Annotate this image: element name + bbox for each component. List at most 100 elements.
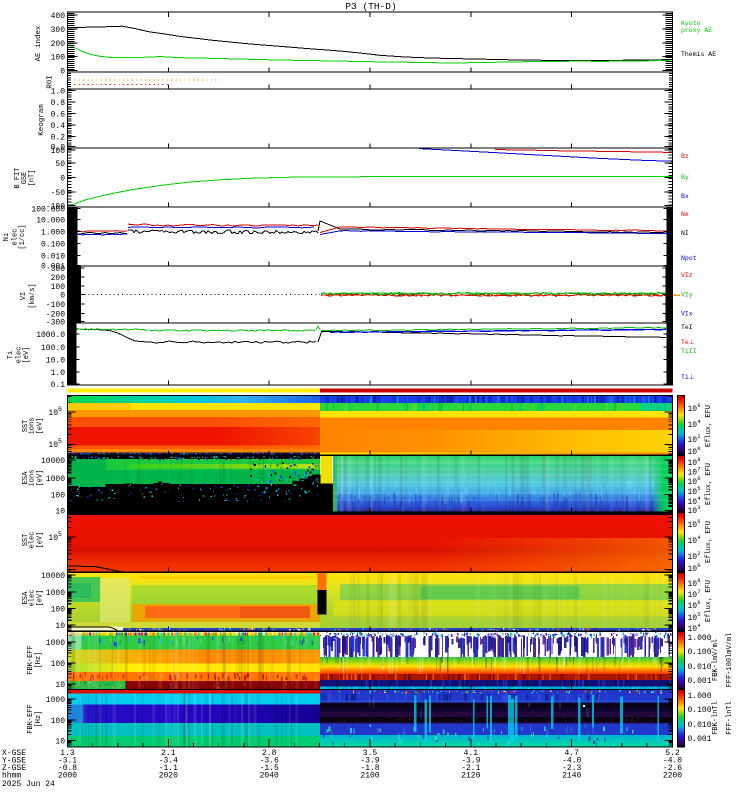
svg-text:0.100: 0.100 [41, 241, 65, 250]
svg-text:-1.5: -1.5 [260, 764, 279, 773]
svg-text:AE index: AE index [35, 25, 43, 62]
svg-text:100: 100 [51, 54, 66, 63]
svg-text:10: 10 [688, 478, 698, 487]
svg-text:10: 10 [688, 436, 698, 445]
svg-text:100.0: 100.0 [41, 344, 65, 353]
svg-text:[1/cc]: [1/cc] [19, 224, 27, 249]
svg-text:5: 5 [58, 531, 62, 538]
svg-text:2: 2 [697, 433, 700, 440]
svg-text:FBK-lnTl: FBK-lnTl [712, 701, 720, 735]
svg-text:10: 10 [55, 738, 65, 747]
svg-text:VIz: VIz [681, 272, 693, 279]
svg-text:10: 10 [48, 409, 58, 418]
svg-text:-100: -100 [46, 203, 65, 212]
svg-text:1000: 1000 [46, 639, 65, 648]
svg-text:0.010: 0.010 [41, 253, 65, 262]
svg-text:1.3: 1.3 [60, 749, 75, 758]
svg-text:Bx: Bx [681, 193, 689, 200]
svg-text:-1.8: -1.8 [360, 764, 379, 773]
svg-text:1000: 1000 [46, 696, 65, 705]
svg-text:4.1: 4.1 [464, 749, 479, 758]
svg-text:2120: 2120 [461, 772, 480, 781]
svg-text:Eflux, EFU: Eflux, EFU [705, 463, 713, 505]
svg-text:5: 5 [697, 611, 700, 618]
svg-text:200: 200 [51, 40, 66, 49]
svg-text:Y-GSE: Y-GSE [2, 757, 26, 766]
svg-text:0.6: 0.6 [51, 111, 66, 120]
svg-text:Keogram: Keogram [38, 104, 46, 136]
svg-text:-2.3: -2.3 [562, 764, 581, 773]
svg-text:VI: VI [20, 292, 28, 300]
svg-text:FFF-100lmV/ml: FFF-100lmV/ml [726, 633, 734, 688]
svg-text:ions: ions [29, 418, 37, 435]
svg-text:-50: -50 [51, 189, 66, 198]
svg-text:-100: -100 [46, 301, 65, 310]
svg-text:2020: 2020 [159, 772, 178, 781]
svg-text:6: 6 [697, 402, 700, 409]
svg-text:Eflux, EFU: Eflux, EFU [705, 405, 713, 447]
svg-text:SST: SST [22, 420, 30, 433]
svg-text:10000: 10000 [41, 572, 65, 581]
svg-text:ESA: ESA [22, 591, 30, 604]
svg-text:ESA: ESA [22, 471, 30, 484]
svg-text:100: 100 [51, 283, 66, 292]
svg-text:100: 100 [51, 660, 66, 669]
svg-text:hhmm: hhmm [2, 772, 21, 781]
svg-text:10: 10 [688, 602, 698, 611]
svg-text:1.000: 1.000 [688, 634, 712, 643]
svg-text:elec: elec [29, 590, 37, 607]
svg-text:VIx: VIx [681, 311, 693, 318]
svg-text:elec: elec [29, 532, 37, 549]
svg-text:Kyoto: Kyoto [681, 20, 701, 27]
svg-text:0.010: 0.010 [688, 721, 712, 730]
svg-text:TeI: TeI [681, 324, 693, 331]
svg-text:100.000: 100.000 [31, 206, 65, 215]
svg-text:10: 10 [688, 469, 698, 478]
svg-text:10: 10 [688, 421, 698, 430]
svg-text:10: 10 [688, 448, 698, 457]
svg-text:1000.0: 1000.0 [36, 331, 65, 340]
svg-text:2100: 2100 [360, 772, 379, 781]
svg-text:[eV]: [eV] [23, 347, 31, 364]
svg-text:10: 10 [688, 507, 698, 516]
svg-text:[eV]: [eV] [37, 532, 45, 549]
svg-text:1.000: 1.000 [688, 692, 712, 701]
svg-text:4.7: 4.7 [564, 749, 579, 758]
svg-text:4: 4 [697, 495, 701, 502]
svg-text:TiII: TiII [681, 348, 697, 355]
svg-text:1000: 1000 [46, 475, 65, 484]
svg-text:5.2: 5.2 [665, 749, 680, 758]
svg-text:4: 4 [697, 622, 701, 629]
svg-text:0: 0 [60, 68, 65, 77]
svg-text:Te⊥: Te⊥ [681, 339, 695, 346]
svg-text:Eflux, EFU: Eflux, EFU [705, 580, 713, 622]
svg-text:VIy: VIy [681, 292, 693, 299]
svg-text:[km/s]: [km/s] [29, 283, 37, 308]
svg-text:FBK-lmV/ml: FBK-lmV/ml [712, 639, 720, 681]
svg-text:-3.1: -3.1 [58, 757, 77, 766]
svg-text:-300: -300 [46, 319, 65, 328]
svg-text:0.100: 0.100 [688, 706, 712, 715]
svg-text:10.000: 10.000 [36, 217, 65, 226]
svg-text:300: 300 [51, 265, 66, 274]
svg-text:-3.9: -3.9 [360, 757, 379, 766]
svg-text:NI: NI [681, 230, 689, 237]
svg-text:5: 5 [697, 485, 700, 492]
svg-text:100: 100 [51, 717, 66, 726]
svg-text:2025 Jun 24: 2025 Jun 24 [2, 780, 55, 789]
svg-text:100: 100 [51, 492, 66, 501]
svg-text:7: 7 [697, 588, 700, 595]
svg-text:[Hz]: [Hz] [35, 711, 43, 728]
svg-text:2.1: 2.1 [161, 749, 176, 758]
svg-text:10: 10 [688, 488, 698, 497]
svg-text:10: 10 [688, 565, 698, 574]
svg-text:0.4: 0.4 [51, 122, 66, 131]
svg-text:10: 10 [688, 498, 698, 507]
svg-text:[eV]: [eV] [37, 590, 45, 607]
svg-text:2.8: 2.8 [262, 749, 277, 758]
svg-text:0.001: 0.001 [688, 735, 712, 744]
svg-text:-200: -200 [46, 311, 65, 320]
svg-text:ions: ions [29, 470, 37, 487]
svg-text:-0.8: -0.8 [58, 764, 77, 773]
svg-text:6: 6 [697, 475, 700, 482]
